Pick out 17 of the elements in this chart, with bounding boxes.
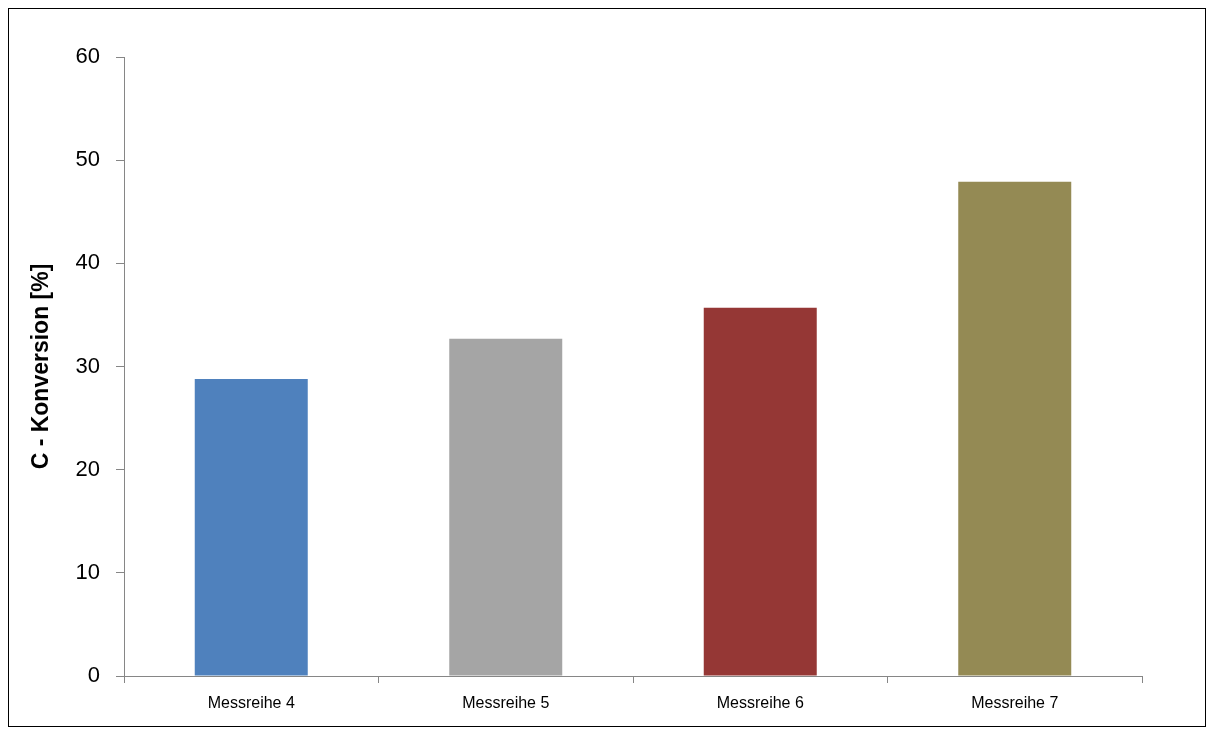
bar (958, 181, 1072, 676)
y-axis-title: C - Konversion [%] (27, 263, 54, 470)
bar (703, 307, 817, 676)
y-tick-label: 50 (75, 146, 100, 172)
x-tick-label: Messreihe 6 (716, 694, 804, 712)
bar (449, 338, 563, 676)
chart-frame: C - Konversion [%] Messreihe 4 Messreihe 5 Messreihe 6 Messreihe 7 0 10 20 30 40 50 60 (8, 8, 1206, 727)
y-tick-label: 40 (75, 249, 100, 275)
y-tick-label: 10 (75, 558, 100, 584)
y-tick-label: 20 (75, 455, 100, 481)
y-tick-label: 0 (87, 662, 100, 688)
y-tick-label: 60 (75, 43, 100, 69)
x-tick-label: Messreihe 7 (971, 694, 1059, 712)
y-tick-label: 30 (75, 352, 100, 378)
x-tick-label: Messreihe 5 (462, 694, 550, 712)
x-tick-label: Messreihe 4 (207, 694, 295, 712)
bar (194, 378, 308, 676)
